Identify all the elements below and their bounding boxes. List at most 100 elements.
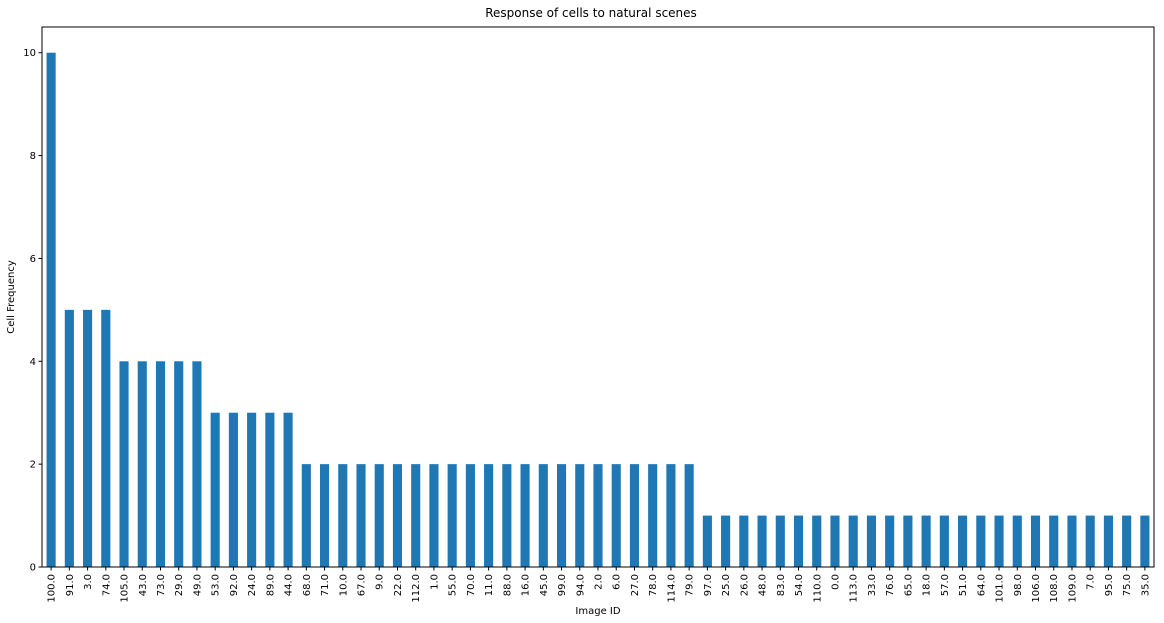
- x-tick-label: 97.0: [703, 574, 714, 596]
- bar: [648, 464, 658, 567]
- x-tick-label: 88.0: [502, 574, 513, 596]
- bar: [247, 412, 257, 567]
- x-tick-label: 70.0: [466, 574, 477, 596]
- x-tick-label: 54.0: [794, 574, 805, 596]
- bar: [64, 309, 74, 567]
- bar: [575, 464, 585, 567]
- bar: [265, 412, 275, 567]
- x-tick-label: 67.0: [357, 574, 368, 596]
- y-tick-label: 8: [30, 151, 36, 162]
- bar: [556, 464, 567, 567]
- x-tick-label: 24.0: [247, 574, 258, 596]
- bar: [629, 464, 640, 567]
- bar: [903, 515, 913, 567]
- bar: [666, 464, 676, 567]
- bar: [611, 464, 621, 567]
- x-tick-label: 57.0: [940, 574, 951, 596]
- y-tick-label: 2: [30, 460, 36, 471]
- x-tick-label: 35.0: [1140, 574, 1151, 596]
- bar: [465, 464, 475, 567]
- x-tick-label: 64.0: [976, 574, 987, 596]
- x-tick-label: 2.0: [594, 574, 605, 590]
- bar: [1103, 515, 1113, 567]
- bar: [210, 412, 220, 567]
- bar: [939, 515, 949, 567]
- x-tick-label: 0.0: [830, 574, 841, 590]
- bar: [192, 361, 202, 567]
- bar: [1012, 515, 1022, 567]
- x-tick-label: 49.0: [192, 574, 203, 596]
- bar: [283, 412, 293, 567]
- x-tick-label: 100.0: [47, 574, 58, 603]
- plot-frame: [41, 26, 1155, 568]
- bar: [484, 464, 494, 567]
- x-tick-label: 94.0: [575, 574, 586, 596]
- bar: [1122, 515, 1132, 567]
- x-tick-label: 91.0: [65, 574, 76, 596]
- x-tick-label: 105.0: [120, 574, 131, 603]
- bar: [684, 464, 694, 567]
- x-tick-label: 44.0: [284, 574, 295, 596]
- bar: [702, 515, 712, 567]
- bar: [320, 464, 330, 567]
- bar: [83, 309, 93, 567]
- bar: [775, 515, 785, 567]
- bar: [976, 515, 986, 567]
- x-tick-label: 73.0: [156, 574, 167, 596]
- y-axis-title: Cell Frequency: [6, 260, 17, 334]
- x-tick-label: 10.0: [338, 574, 349, 596]
- x-tick-label: 108.0: [1049, 574, 1060, 603]
- bar: [447, 464, 457, 567]
- bar: [119, 361, 129, 567]
- bar: [101, 309, 111, 567]
- x-tick-label: 33.0: [867, 574, 878, 596]
- bar: [830, 515, 840, 567]
- x-tick-label: 9.0: [375, 574, 386, 590]
- x-tick-label: 75.0: [1122, 574, 1133, 596]
- bar: [848, 515, 858, 567]
- x-axis: 100.0 91.0 3.0 74.0 105.0 43.0 73.0 29.0 49.0 53.…: [47, 567, 1151, 603]
- x-tick-label: 109.0: [1067, 574, 1078, 603]
- x-tick-label: 25.0: [721, 574, 732, 596]
- x-tick-label: 26.0: [739, 574, 750, 596]
- bar: [866, 515, 876, 567]
- x-tick-label: 112.0: [411, 574, 422, 603]
- x-tick-label: 7.0: [1086, 574, 1097, 590]
- x-tick-label: 6.0: [612, 574, 623, 590]
- bar: [793, 515, 804, 567]
- bar: [46, 52, 56, 567]
- x-tick-label: 11.0: [484, 574, 495, 596]
- x-axis-title: Image ID: [575, 606, 620, 617]
- bar: [174, 361, 184, 567]
- x-tick-label: 43.0: [138, 574, 149, 596]
- x-tick-label: 22.0: [393, 574, 404, 596]
- bar: [392, 464, 403, 567]
- x-tick-label: 1.0: [429, 574, 440, 590]
- x-tick-label: 55.0: [448, 574, 459, 596]
- bar: [1030, 515, 1041, 567]
- x-tick-label: 76.0: [885, 574, 896, 596]
- x-tick-label: 48.0: [758, 574, 769, 596]
- x-tick-label: 45.0: [539, 574, 550, 596]
- bar: [228, 412, 238, 567]
- x-tick-label: 65.0: [903, 574, 914, 596]
- bar: [921, 515, 931, 567]
- bar: [994, 515, 1004, 567]
- bar: [757, 515, 767, 567]
- x-tick-label: 114.0: [666, 574, 677, 603]
- bar: [739, 515, 749, 567]
- bar: [1049, 515, 1059, 567]
- bar: [538, 464, 548, 567]
- bar: [885, 515, 895, 567]
- y-tick-label: 10: [23, 48, 36, 59]
- x-tick-label: 89.0: [265, 574, 276, 596]
- bar: [155, 361, 166, 567]
- x-tick-label: 3.0: [83, 574, 94, 590]
- bar: [429, 464, 439, 567]
- bar: [374, 464, 384, 567]
- bar: [812, 515, 822, 567]
- x-tick-label: 51.0: [958, 574, 969, 596]
- bars-group: [46, 52, 1150, 567]
- y-tick-label: 4: [30, 357, 36, 368]
